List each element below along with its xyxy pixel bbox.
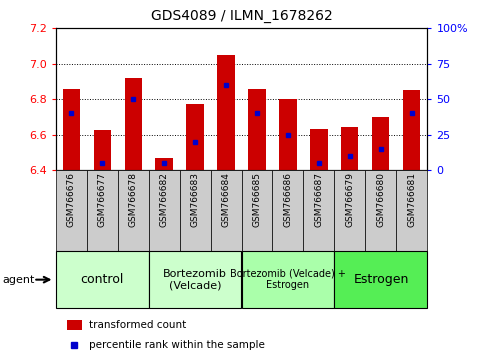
Text: control: control	[80, 273, 124, 286]
Text: GSM766687: GSM766687	[314, 172, 324, 227]
Bar	[403, 90, 421, 170]
Bar	[248, 89, 266, 170]
Text: GSM766686: GSM766686	[284, 172, 293, 227]
Bar	[311, 129, 327, 170]
Text: GSM766683: GSM766683	[190, 172, 199, 227]
Text: Bortezomib (Velcade) +
Estrogen: Bortezomib (Velcade) + Estrogen	[230, 269, 346, 291]
Bar	[180, 170, 211, 251]
Text: GSM766682: GSM766682	[159, 172, 169, 227]
Text: percentile rank within the sample: percentile rank within the sample	[89, 340, 265, 350]
Bar	[280, 99, 297, 170]
Bar	[117, 170, 149, 251]
Bar	[156, 158, 172, 170]
Bar	[94, 130, 111, 170]
Bar	[303, 170, 334, 251]
Bar	[341, 127, 358, 170]
Bar	[211, 170, 242, 251]
Text: GSM766679: GSM766679	[345, 172, 355, 227]
Bar	[149, 170, 180, 251]
Text: GSM766678: GSM766678	[128, 172, 138, 227]
Text: GSM766681: GSM766681	[408, 172, 416, 227]
Bar	[67, 320, 82, 330]
Text: GSM766676: GSM766676	[67, 172, 75, 227]
Text: GSM766677: GSM766677	[98, 172, 107, 227]
Text: Estrogen: Estrogen	[353, 273, 409, 286]
Bar	[397, 170, 427, 251]
Text: GSM766680: GSM766680	[376, 172, 385, 227]
Bar	[149, 251, 242, 308]
Text: transformed count: transformed count	[89, 320, 186, 330]
Bar	[86, 170, 117, 251]
Text: GSM766684: GSM766684	[222, 172, 230, 227]
Bar	[56, 251, 149, 308]
Bar	[56, 170, 86, 251]
Text: GSM766685: GSM766685	[253, 172, 261, 227]
Bar	[242, 251, 334, 308]
Bar	[334, 251, 427, 308]
Bar	[242, 170, 272, 251]
Bar	[217, 55, 235, 170]
Text: agent: agent	[2, 275, 35, 285]
Bar	[334, 170, 366, 251]
Bar	[366, 170, 397, 251]
Bar	[62, 89, 80, 170]
Text: Bortezomib
(Velcade): Bortezomib (Velcade)	[163, 269, 227, 291]
Text: GDS4089 / ILMN_1678262: GDS4089 / ILMN_1678262	[151, 9, 332, 23]
Bar	[186, 103, 203, 170]
Bar	[125, 78, 142, 170]
Bar	[272, 170, 303, 251]
Bar	[372, 117, 389, 170]
